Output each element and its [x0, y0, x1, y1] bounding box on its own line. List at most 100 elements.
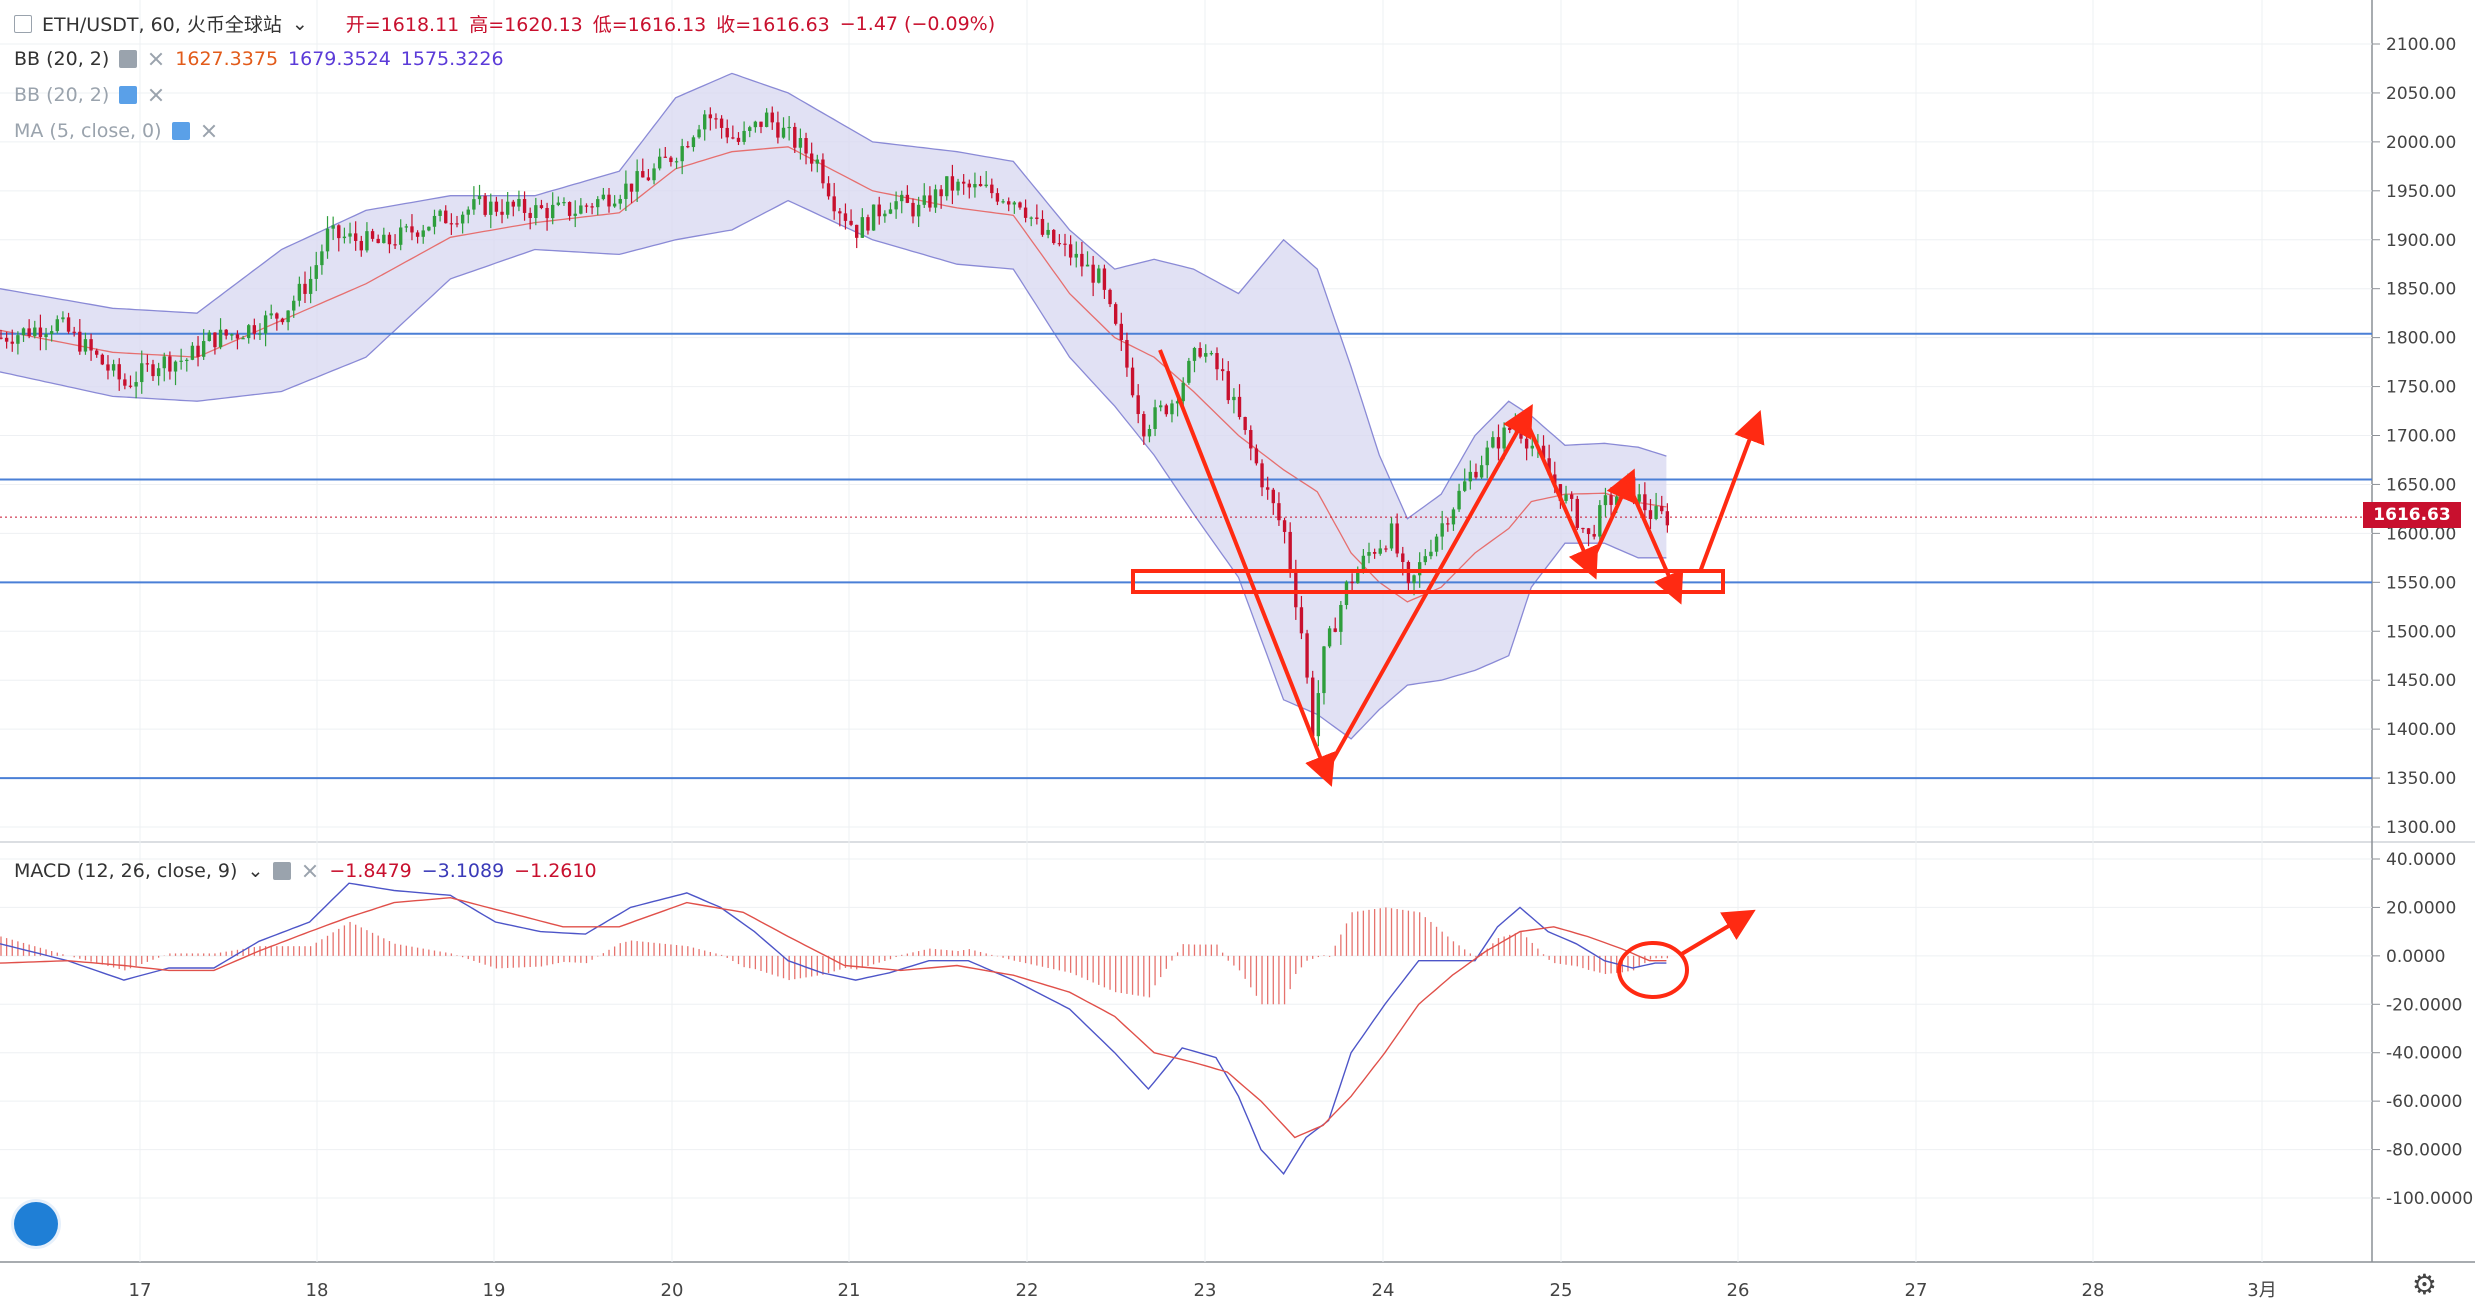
bb-legend-2[interactable]: BB (20, 2) [14, 84, 165, 106]
eye-off-icon[interactable] [171, 122, 190, 140]
macd-line [0, 882, 1667, 1175]
x-tick-label: 28 [2082, 1280, 2105, 1301]
candle-body [438, 210, 442, 216]
collapse-icon[interactable] [14, 14, 32, 33]
candle-body [1485, 447, 1489, 466]
candle-body [1660, 506, 1664, 512]
ma-legend[interactable]: MA (5, close, 0) [14, 120, 218, 142]
candle-body [657, 156, 662, 169]
bb-basis-value: 1627.3375 [175, 48, 279, 70]
candle-body [173, 361, 178, 372]
close-icon[interactable] [301, 862, 319, 880]
candle-body [697, 129, 701, 138]
candle-body [320, 251, 324, 266]
gear-icon[interactable]: ⚙ [2411, 1268, 2437, 1301]
candle-body [1260, 463, 1264, 488]
candle-body [1232, 396, 1236, 401]
candle-body [551, 204, 555, 219]
candle-body [556, 202, 561, 205]
candle-body [826, 183, 831, 197]
candle-body [1057, 243, 1062, 245]
candle-body [590, 206, 594, 208]
symbol-label[interactable]: ETH/USDT, 60, 火币全球站 [42, 14, 282, 36]
candle-body [607, 194, 611, 207]
eye-off-icon[interactable] [119, 86, 138, 104]
candle-body [1046, 229, 1050, 235]
candle-body [151, 364, 155, 377]
candle-body [1271, 489, 1275, 504]
close-icon[interactable] [200, 122, 218, 140]
chevron-down-icon[interactable]: ⌄ [291, 12, 308, 35]
bb-label[interactable]: BB (20, 2) [14, 48, 110, 70]
candle-body [680, 146, 684, 162]
x-tick-label: 18 [306, 1280, 329, 1301]
candle-body [1164, 405, 1169, 415]
candle-body [725, 127, 729, 138]
candle-body [522, 198, 527, 213]
y-tick-label: 2100.00 [2386, 35, 2456, 55]
ma-label[interactable]: MA (5, close, 0) [14, 120, 162, 142]
candle-body [545, 208, 549, 219]
close-icon[interactable] [147, 86, 165, 104]
y-tick-label: 1950.00 [2386, 182, 2456, 202]
candle-body [1541, 445, 1546, 459]
candle-body [1637, 494, 1641, 502]
candle-body [629, 183, 634, 192]
candle-body [1159, 405, 1163, 408]
candle-body [905, 194, 910, 203]
candle-body [821, 159, 825, 184]
candle-body [1181, 382, 1185, 402]
y-tick-label: 1400.00 [2386, 720, 2456, 740]
candle-body [286, 310, 290, 323]
brand-logo-icon[interactable] [14, 1202, 58, 1246]
candle-body [770, 112, 774, 123]
eye-icon[interactable] [273, 862, 292, 880]
candle-body [950, 176, 955, 191]
candle-body [855, 224, 859, 238]
hist-value: −1.2610 [514, 860, 597, 882]
y-tick-label: 2050.00 [2386, 84, 2456, 104]
candle-body [573, 213, 577, 216]
candle-body [1288, 531, 1292, 571]
candle-body [190, 345, 195, 360]
candle-body [359, 240, 363, 251]
x-tick-label: 19 [483, 1280, 506, 1301]
candle-body [275, 313, 279, 319]
candle-body [4, 337, 9, 342]
chevron-down-icon[interactable]: ⌄ [247, 860, 264, 882]
candle-body [1575, 498, 1579, 528]
close-icon[interactable] [147, 50, 165, 68]
y-tick-label: 1800.00 [2386, 329, 2456, 349]
candle-body [0, 337, 3, 339]
candle-body [1524, 438, 1529, 449]
candle-body [669, 157, 673, 163]
candle-body [1142, 414, 1146, 437]
candle-body [247, 325, 251, 339]
candle-body [348, 233, 352, 237]
candle-body [961, 181, 966, 184]
macd-label[interactable]: MACD (12, 26, close, 9) [14, 860, 238, 882]
candle-body [1125, 339, 1129, 368]
eye-icon[interactable] [119, 50, 138, 68]
candle-body [252, 325, 257, 334]
candle-body [213, 332, 217, 348]
candle-body [370, 231, 375, 239]
candle-body [809, 153, 814, 164]
candle-body [1412, 575, 1416, 584]
bb-legend-1[interactable]: BB (20, 2) 1627.3375 1679.3524 1575.3226 [14, 48, 504, 70]
candle-body [123, 379, 127, 386]
candle-body [303, 283, 307, 294]
macd-legend[interactable]: MACD (12, 26, close, 9) ⌄ −1.8479 −3.108… [14, 860, 597, 882]
candle-body [877, 204, 881, 217]
candle-body [911, 202, 915, 217]
x-tick-label: 27 [1905, 1280, 1928, 1301]
bb-label-hidden[interactable]: BB (20, 2) [14, 84, 110, 106]
candle-body [393, 244, 397, 246]
open-value: 开=1618.11 [345, 14, 460, 36]
candle-body [1496, 437, 1501, 449]
candle-body [353, 233, 358, 241]
change-value: −1.47 (−0.09%) [839, 12, 996, 35]
candle-body [1440, 523, 1444, 537]
candle-body [1451, 509, 1456, 525]
